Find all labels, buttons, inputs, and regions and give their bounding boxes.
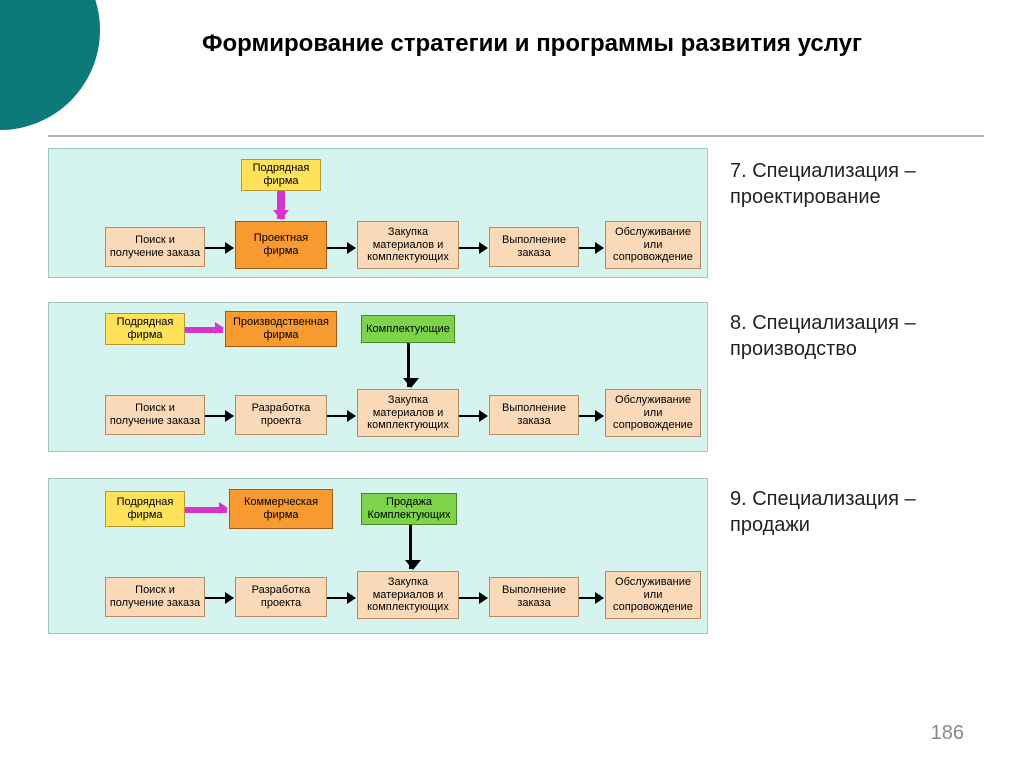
arrow-icon [327,597,355,599]
flow-box: Закупка материалов и комплектующих [357,571,459,619]
arrow-icon [185,327,223,333]
arrow-icon [579,247,603,249]
flow-box: Подрядная фирма [105,491,185,527]
arrow-icon [205,597,233,599]
flow-box: Поиск и получение заказа [105,227,205,267]
panel-label: 8. Специализация – производство [730,310,1000,362]
flow-box: Закупка материалов и комплектующих [357,389,459,437]
arrow-icon [459,415,487,417]
arrow-icon [407,343,410,387]
flow-box: Продажа Комплектующих [361,493,457,525]
flow-box: Закупка материалов и комплектующих [357,221,459,269]
flow-box: Коммерческая фирма [229,489,333,529]
flow-box: Выполнение заказа [489,395,579,435]
flow-panel: Подрядная фирма Производственная фирма Ком… [48,302,708,452]
page-number: 186 [931,722,964,745]
flow-panel: Подрядная фирма Поиск и получение заказа П… [48,148,708,278]
flow-box: Обслуживание или сопровождение [605,389,701,437]
arrow-icon [459,597,487,599]
arrow-icon [327,247,355,249]
arrow-icon [277,191,285,219]
arrow-icon [205,247,233,249]
arrow-icon [327,415,355,417]
arrow-icon [459,247,487,249]
flow-box: Производственная фирма [225,311,337,347]
arrow-icon [409,525,412,569]
flow-box: Разработка проекта [235,577,327,617]
page-title: Формирование стратегии и программы разви… [100,28,964,60]
arrow-icon [205,415,233,417]
flow-box: Разработка проекта [235,395,327,435]
panel-label: 7. Специализация – проектирование [730,158,1000,210]
accent-circle [0,0,100,130]
flow-panel: Подрядная фирма Коммерческая фирма Продажа… [48,478,708,634]
flow-box: Обслуживание или сопровождение [605,571,701,619]
divider [48,135,984,137]
arrow-icon [579,597,603,599]
flow-box: Поиск и получение заказа [105,577,205,617]
flow-box: Комплектующие [361,315,455,343]
flow-box: Выполнение заказа [489,577,579,617]
flow-box: Выполнение заказа [489,227,579,267]
flow-box: Подрядная фирма [241,159,321,191]
panel-label: 9. Специализация – продажи [730,486,1000,538]
flow-box: Обслуживание или сопровождение [605,221,701,269]
arrow-icon [579,415,603,417]
flow-box: Проектная фирма [235,221,327,269]
arrow-icon [185,507,227,513]
flow-box: Подрядная фирма [105,313,185,345]
flow-box: Поиск и получение заказа [105,395,205,435]
